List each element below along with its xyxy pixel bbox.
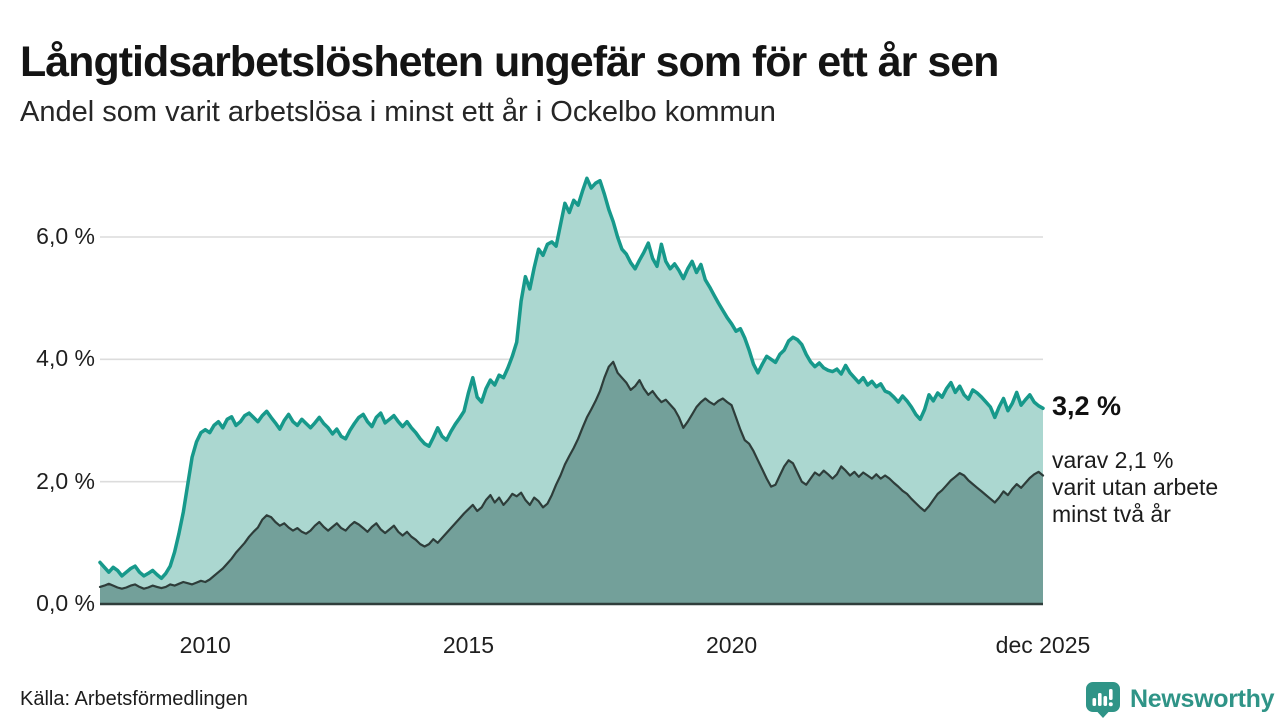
- y-tick-label: 6,0 %: [36, 222, 95, 249]
- series-area: [100, 361, 1043, 604]
- brand-name: Newsworthy: [1130, 684, 1275, 713]
- newsworthy-pin-icon: [1086, 682, 1120, 718]
- series-line: [98, 360, 1045, 590]
- x-tick-label: 2020: [705, 632, 758, 658]
- series-line: [98, 176, 1045, 581]
- detail-line: minst två år: [1052, 501, 1171, 527]
- detail-line: varit utan arbete: [1052, 474, 1219, 500]
- y-tick-label: 2,0 %: [36, 467, 95, 494]
- brand-logo: Newsworthy: [1084, 680, 1275, 718]
- y-tick-label: 4,0 %: [36, 345, 95, 372]
- x-tick-label: dec 2025: [995, 632, 1091, 658]
- y-tick-label: 0,0 %: [36, 590, 95, 616]
- detail-line: varav 2,1 %: [1052, 447, 1174, 473]
- source-credit: Källa: Arbetsförmedlingen: [20, 688, 248, 710]
- chart-subtitle: Andel som varit arbetslösa i minst ett å…: [20, 96, 776, 128]
- bar-chart-glyph: [1092, 689, 1113, 707]
- page-title: Långtidsarbetslösheten ungefär som för e…: [20, 37, 999, 86]
- x-tick-label: 2015: [442, 632, 494, 658]
- end-value-label: 3,2 %: [1052, 391, 1122, 421]
- x-tick-label: 2010: [179, 632, 231, 658]
- end-value-detail: varav 2,1 % varit utan arbete minst två …: [1052, 447, 1218, 528]
